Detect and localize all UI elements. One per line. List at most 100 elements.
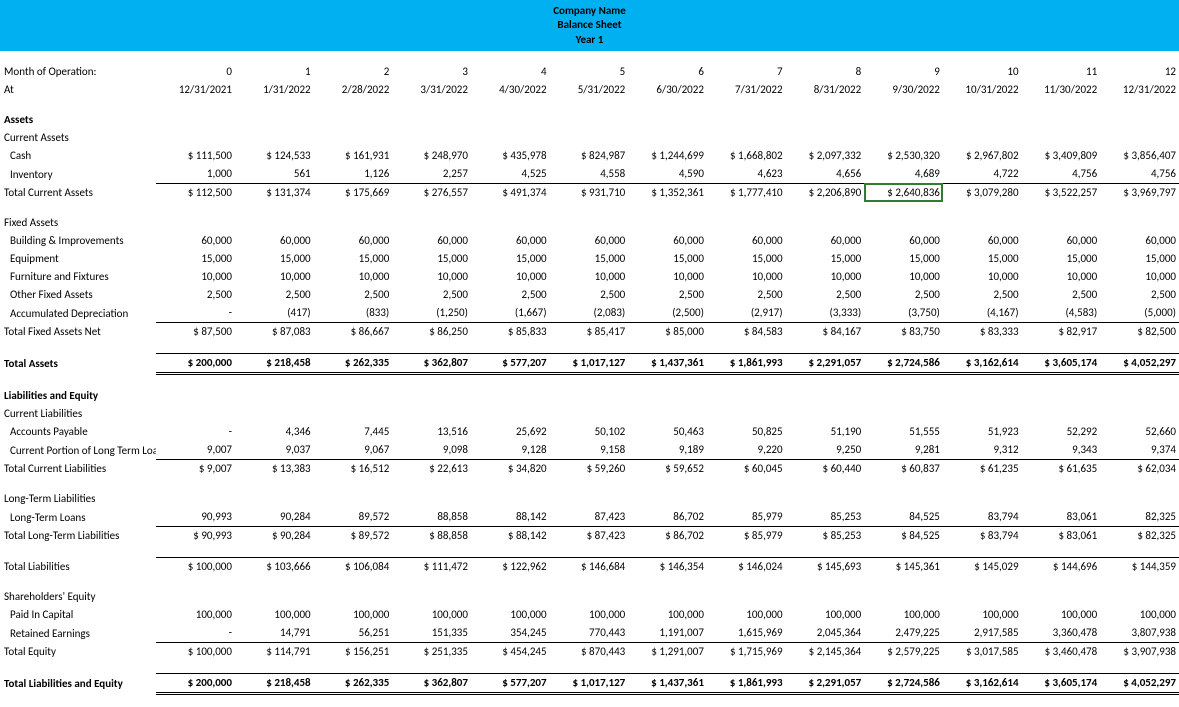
other-fixed-col-1: 2,500: [235, 286, 314, 304]
tfan-col-5: $ 85,417: [550, 322, 629, 341]
other-fixed-col-7: 2,500: [707, 286, 786, 304]
dates-col-5: 5/31/2022: [550, 81, 629, 99]
report-title: Balance Sheet: [0, 18, 1179, 32]
tle-col-11: $ 3,605,174: [1022, 673, 1101, 693]
re-col-1: 14,791: [235, 624, 314, 643]
tca-col-11: $ 3,522,257: [1022, 183, 1101, 202]
total-liab-col-11: $ 144,696: [1022, 557, 1101, 576]
tfan-col-12: $ 82,500: [1100, 322, 1179, 341]
tfan-col-2: $ 86,667: [314, 322, 393, 341]
total-assets-col-9: $ 2,724,586: [864, 353, 943, 373]
equipment-col-2: 15,000: [314, 250, 393, 268]
dates-col-0: 12/31/2021: [156, 81, 235, 99]
ltloans-col-11: 83,061: [1022, 508, 1101, 527]
cash-col-9: $ 2,530,320: [864, 147, 943, 165]
ap-col-0: -: [156, 423, 235, 441]
te-label: Total Equity: [0, 642, 156, 661]
ap-col-11: 52,292: [1022, 423, 1101, 441]
tle-col-8: $ 2,291,057: [786, 673, 865, 693]
acc-dep-col-3: (1,250): [392, 304, 471, 323]
tltl-col-1: $ 90,284: [235, 526, 314, 545]
other-fixed-col-5: 2,500: [550, 286, 629, 304]
equipment-col-6: 15,000: [628, 250, 707, 268]
equipment-col-3: 15,000: [392, 250, 471, 268]
tfan-col-6: $ 85,000: [628, 322, 707, 341]
total-liab-col-8: $ 145,693: [786, 557, 865, 576]
tcl-col-10: $ 61,235: [943, 459, 1022, 478]
other-fixed-col-9: 2,500: [864, 286, 943, 304]
furniture-label: Furniture and Fixtures: [0, 268, 156, 286]
total-assets-col-7: $ 1,861,993: [707, 353, 786, 373]
ltloans-col-6: 86,702: [628, 508, 707, 527]
tle-col-9: $ 2,724,586: [864, 673, 943, 693]
tca-col-1: $ 131,374: [235, 183, 314, 202]
report-header: Company Name Balance Sheet Year 1: [0, 0, 1179, 51]
dates-col-12: 12/31/2022: [1100, 81, 1179, 99]
tca-col-9: $ 2,640,836: [864, 183, 943, 202]
total-assets-col-3: $ 362,807: [392, 353, 471, 373]
re-col-0: -: [156, 624, 235, 643]
pic-col-10: 100,000: [943, 606, 1022, 624]
other-fixed-label: Other Fixed Assets: [0, 286, 156, 304]
building-col-3: 60,000: [392, 232, 471, 250]
tltl-col-9: $ 84,525: [864, 526, 943, 545]
acc-dep-col-0: -: [156, 304, 235, 323]
total-liab-col-1: $ 103,666: [235, 557, 314, 576]
pic-col-4: 100,000: [471, 606, 550, 624]
building-label: Building & Improvements: [0, 232, 156, 250]
furniture-col-2: 10,000: [314, 268, 393, 286]
total-liab-col-2: $ 106,084: [314, 557, 393, 576]
te-col-4: $ 454,245: [471, 642, 550, 661]
furniture-col-7: 10,000: [707, 268, 786, 286]
furniture-col-4: 10,000: [471, 268, 550, 286]
tcl-col-3: $ 22,613: [392, 459, 471, 478]
total-assets-col-5: $ 1,017,127: [550, 353, 629, 373]
te-col-0: $ 100,000: [156, 642, 235, 661]
ap-col-5: 50,102: [550, 423, 629, 441]
tfan-col-10: $ 83,333: [943, 322, 1022, 341]
company-name: Company Name: [0, 4, 1179, 18]
cpltl-col-0: 9,007: [156, 441, 235, 460]
dates-col-10: 10/31/2022: [943, 81, 1022, 99]
equipment-col-8: 15,000: [786, 250, 865, 268]
other-fixed-col-8: 2,500: [786, 286, 865, 304]
other-fixed-col-6: 2,500: [628, 286, 707, 304]
pic-col-1: 100,000: [235, 606, 314, 624]
total-liab-col-7: $ 146,024: [707, 557, 786, 576]
total-liab-col-9: $ 145,361: [864, 557, 943, 576]
equipment-col-1: 15,000: [235, 250, 314, 268]
other-fixed-col-12: 2,500: [1100, 286, 1179, 304]
re-col-7: 1,615,969: [707, 624, 786, 643]
acc-dep-col-4: (1,667): [471, 304, 550, 323]
acc-dep-col-9: (3,750): [864, 304, 943, 323]
other-fixed-col-10: 2,500: [943, 286, 1022, 304]
cpltl-col-9: 9,281: [864, 441, 943, 460]
tcl-col-7: $ 60,045: [707, 459, 786, 478]
te-col-6: $ 1,291,007: [628, 642, 707, 661]
ltloans-col-1: 90,284: [235, 508, 314, 527]
dates-label: At: [0, 81, 156, 99]
tltl-col-3: $ 88,858: [392, 526, 471, 545]
tle-col-1: $ 218,458: [235, 673, 314, 693]
tca-col-7: $ 1,777,410: [707, 183, 786, 202]
fixed-assets-label: Fixed Assets: [0, 214, 156, 232]
cpltl-col-6: 9,189: [628, 441, 707, 460]
tca-col-8: $ 2,206,890: [786, 183, 865, 202]
acc-dep-col-6: (2,500): [628, 304, 707, 323]
building-col-8: 60,000: [786, 232, 865, 250]
cpltl-col-7: 9,220: [707, 441, 786, 460]
other-fixed-col-11: 2,500: [1022, 286, 1101, 304]
building-col-11: 60,000: [1022, 232, 1101, 250]
cpltl-col-5: 9,158: [550, 441, 629, 460]
equipment-col-5: 15,000: [550, 250, 629, 268]
months-col-1: 1: [235, 63, 314, 81]
equipment-col-7: 15,000: [707, 250, 786, 268]
acc-dep-label: Accumulated Depreciation: [0, 304, 156, 323]
dates-col-8: 8/31/2022: [786, 81, 865, 99]
furniture-col-0: 10,000: [156, 268, 235, 286]
equipment-col-9: 15,000: [864, 250, 943, 268]
ap-col-4: 25,692: [471, 423, 550, 441]
pic-col-12: 100,000: [1100, 606, 1179, 624]
re-col-9: 2,479,225: [864, 624, 943, 643]
cpltl-col-10: 9,312: [943, 441, 1022, 460]
